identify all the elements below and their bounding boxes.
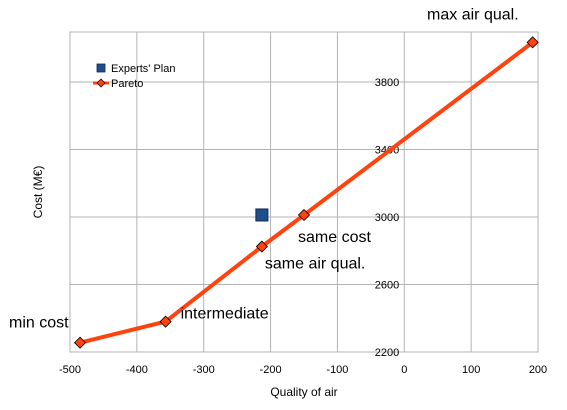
legend-swatch-experts-plan: [96, 63, 106, 73]
annotation-label: max air qual.: [427, 6, 519, 23]
annotation-label: same cost: [298, 229, 371, 246]
x-tick-label: 0: [401, 364, 407, 376]
y-axis-title: Cost (M€): [31, 166, 45, 219]
pareto-point: [297, 208, 311, 222]
x-tick-label: -500: [59, 364, 81, 376]
x-tick-label: -300: [193, 364, 215, 376]
annotation-label: same air qual.: [265, 256, 366, 273]
pareto-line: [79, 40, 534, 345]
legend-label: Pareto: [111, 78, 143, 90]
y-tick-label: 3000: [375, 212, 399, 224]
pareto-point: [255, 240, 268, 253]
plot-area: [69, 31, 539, 353]
y-tick-label: 2600: [375, 280, 399, 292]
x-tick-label: 100: [462, 364, 480, 376]
annotation-label: intermediate: [181, 306, 269, 323]
pareto-point: [73, 336, 87, 349]
legend-label: Experts' Plan: [111, 63, 175, 75]
x-tick-label: -400: [126, 364, 148, 376]
pareto-point: [159, 315, 172, 328]
legend: Experts' Plan Pareto: [93, 63, 175, 90]
x-tick-label: -100: [326, 364, 348, 376]
x-axis-title: Quality of air: [270, 385, 337, 399]
series: [73, 36, 539, 349]
y-tick-label: 2200: [375, 347, 399, 359]
experts-plan-point: [255, 208, 269, 222]
x-tick-label: 200: [529, 364, 547, 376]
legend-swatch-diamond: [96, 78, 106, 88]
x-tick-label: -200: [260, 364, 282, 376]
grid: [69, 31, 539, 353]
y-tick-label: 3800: [375, 77, 399, 89]
axes: -500 -400 -300 -200 -100 0 100 200 2200 2600 3000 3…: [31, 77, 547, 399]
annotation-label: min cost: [9, 315, 69, 332]
pareto-point: [526, 36, 539, 49]
annotations: min cost intermediate same air qual. same c…: [9, 6, 519, 331]
